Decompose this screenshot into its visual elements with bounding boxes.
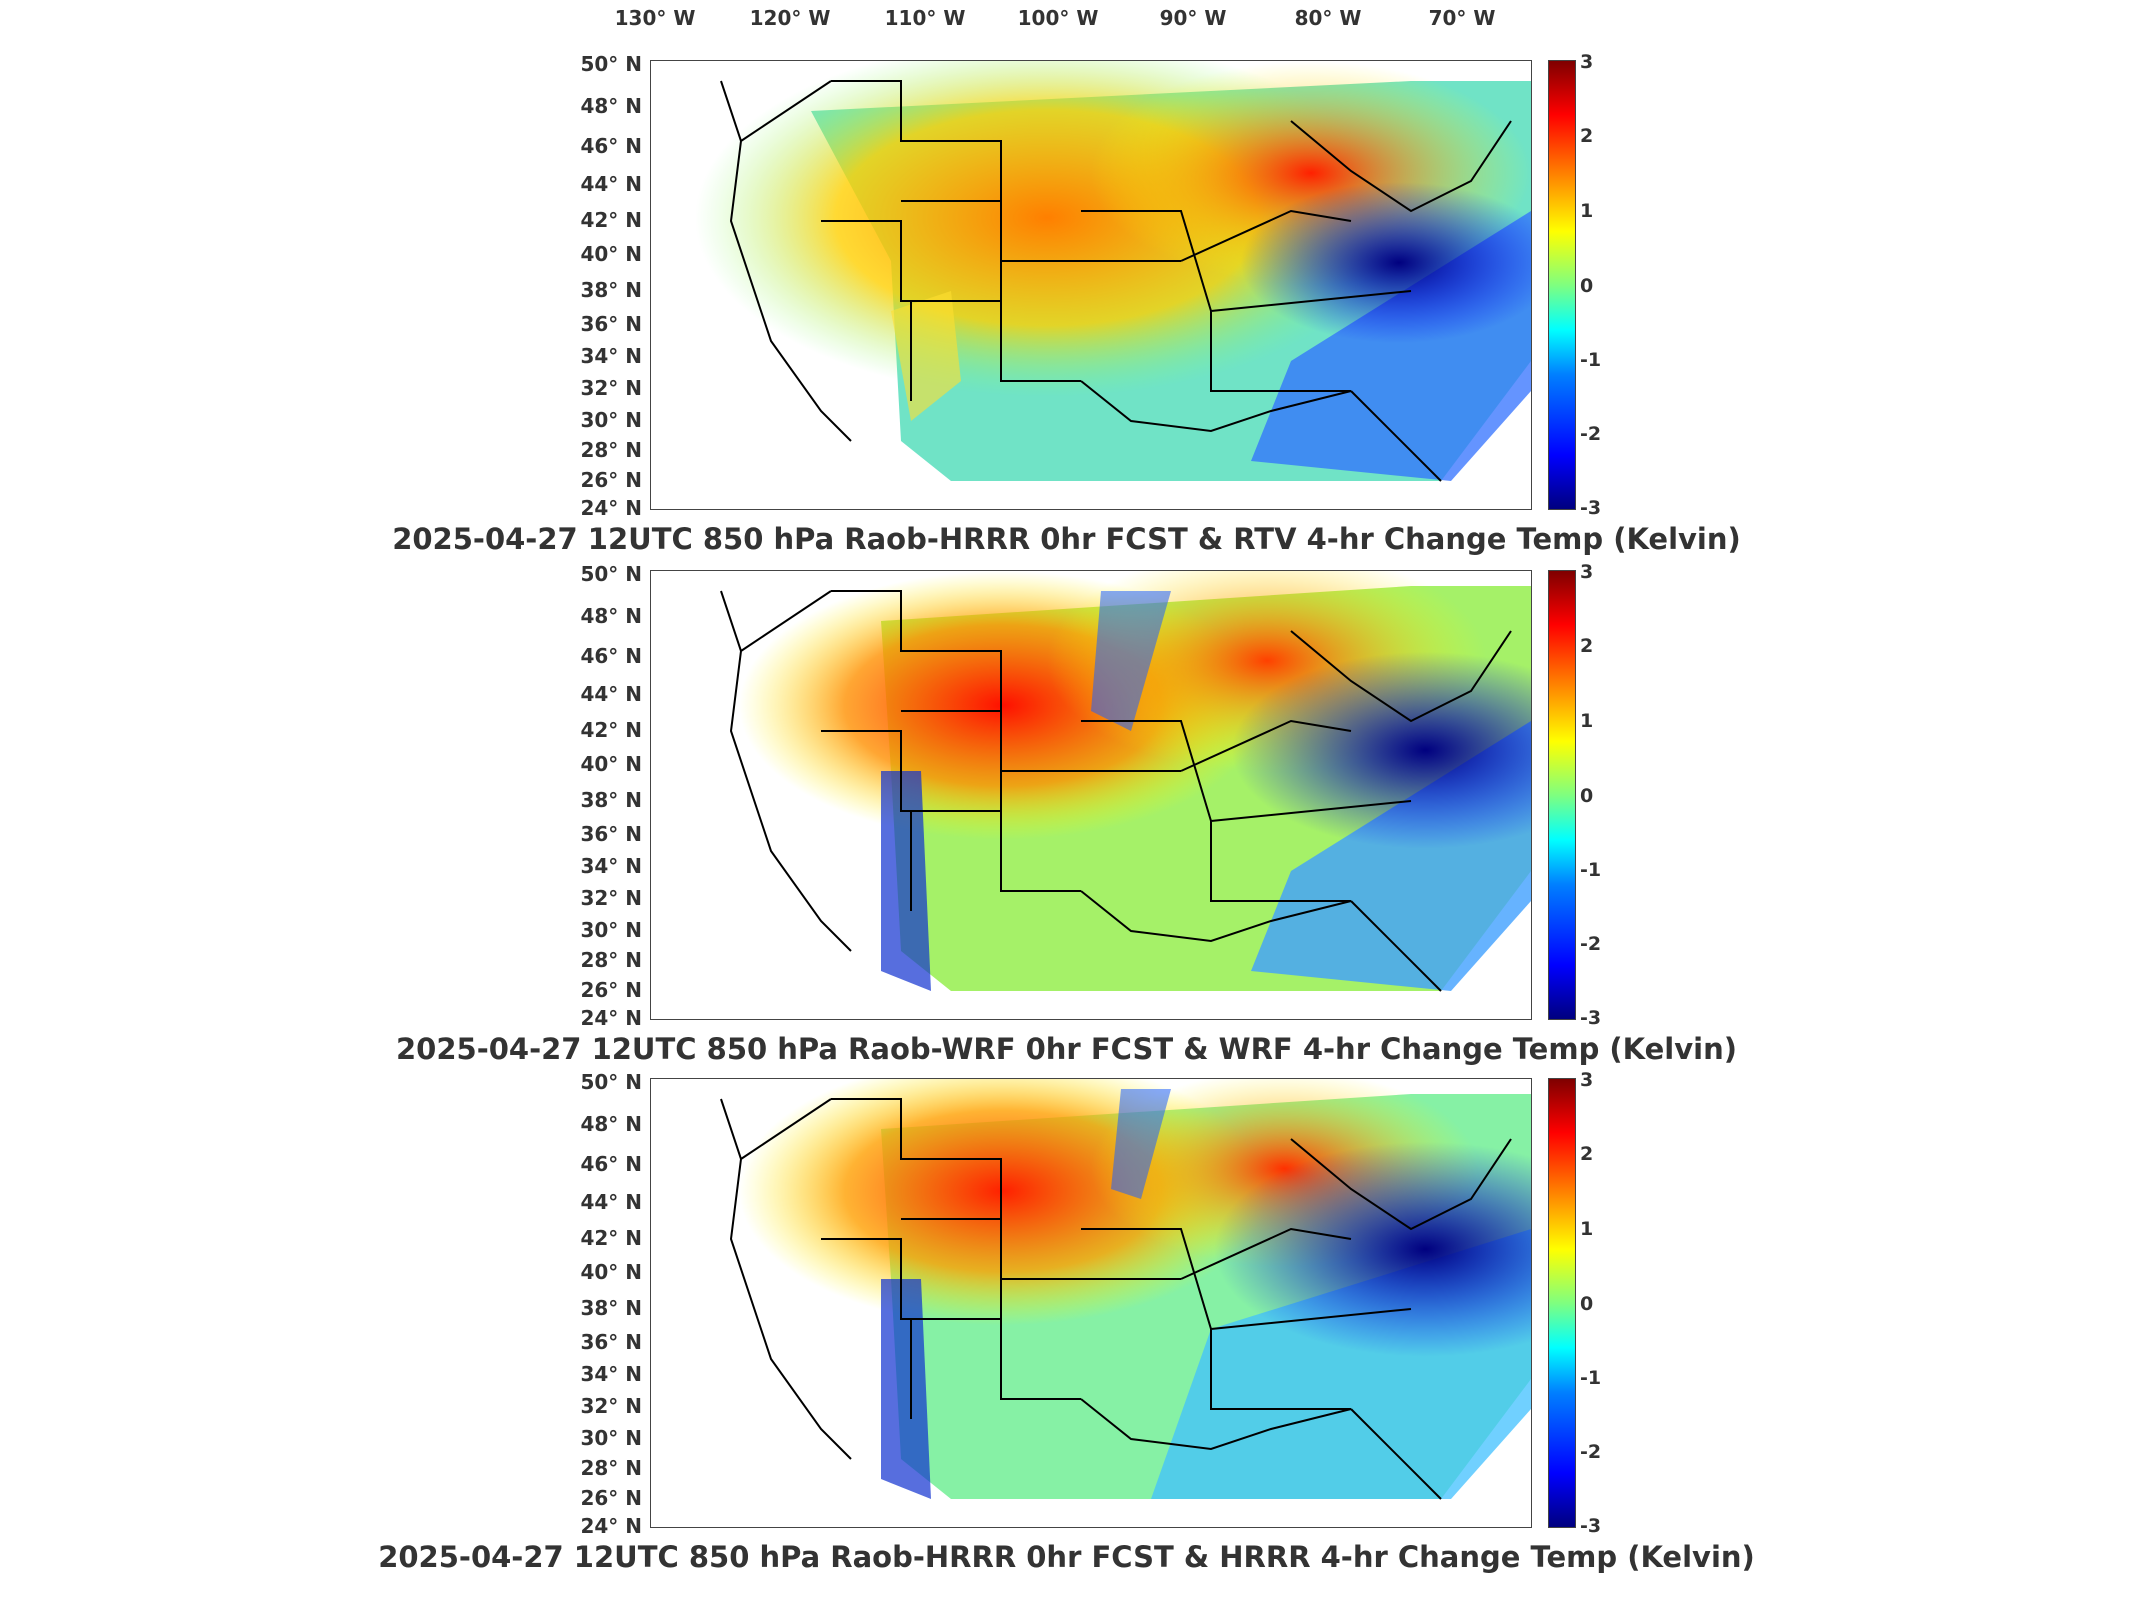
colorbar-tick: 1 (1580, 200, 1594, 222)
lon-label: 100° W (1017, 6, 1099, 30)
map-frame (650, 1078, 1532, 1528)
map-panel-rtv: 50° N 48° N 46° N 44° N 42° N 40° N 38° … (0, 51, 2133, 560)
colorbar-tick: 3 (1580, 51, 1594, 73)
colorbar-tick: 0 (1580, 275, 1594, 297)
lon-label: 120° W (749, 6, 831, 30)
colorbar-tick: -2 (1580, 1441, 1602, 1463)
panel-title: 2025-04-27 12UTC 850 hPa Raob-HRRR 0hr F… (378, 1540, 1755, 1574)
lat-label: 44° N (580, 682, 642, 706)
colorbar (1548, 1078, 1576, 1528)
lat-label: 30° N (580, 408, 642, 432)
lon-label: 110° W (884, 6, 966, 30)
colorbar-tick: -2 (1580, 423, 1602, 445)
map-frame (650, 570, 1532, 1020)
colorbar-tick: -2 (1580, 933, 1602, 955)
lat-label: 26° N (580, 978, 642, 1002)
colorbar-tick: 3 (1580, 561, 1594, 583)
colorbar-tick: 1 (1580, 1218, 1594, 1240)
colorbar-tick: 2 (1580, 1143, 1594, 1165)
lat-label: 36° N (580, 312, 642, 336)
lat-label: 48° N (580, 94, 642, 118)
lon-label: 70° W (1428, 6, 1496, 30)
lat-label: 26° N (580, 468, 642, 492)
lat-label: 24° N (580, 496, 642, 520)
lat-label: 40° N (580, 242, 642, 266)
map-panel-hrrr: 50° N 48° N 46° N 44° N 42° N 40° N 38° … (0, 1069, 2133, 1588)
lat-label: 48° N (580, 1112, 642, 1136)
lat-label: 28° N (580, 948, 642, 972)
map-frame (650, 60, 1532, 510)
field-map (651, 61, 1531, 509)
lat-label: 42° N (580, 208, 642, 232)
colorbar (1548, 570, 1576, 1020)
lat-label: 36° N (580, 822, 642, 846)
field-map (651, 1079, 1531, 1527)
colorbar-tick: -3 (1580, 1515, 1602, 1537)
field-map (651, 571, 1531, 1019)
lon-label: 130° W (614, 6, 696, 30)
lat-label: 34° N (580, 1362, 642, 1386)
lat-label: 42° N (580, 718, 642, 742)
colorbar-tick: -1 (1580, 1367, 1602, 1389)
lat-label: 30° N (580, 1426, 642, 1450)
longitude-axis: 130° W 120° W 110° W 100° W 90° W 80° W … (0, 0, 2133, 40)
lat-label: 48° N (580, 604, 642, 628)
colorbar-tick: -3 (1580, 497, 1602, 519)
lat-label: 38° N (580, 788, 642, 812)
lat-label: 36° N (580, 1330, 642, 1354)
colorbar-tick: 0 (1580, 1293, 1594, 1315)
lat-label: 24° N (580, 1006, 642, 1030)
colorbar-tick: -1 (1580, 859, 1602, 881)
colorbar-tick: -1 (1580, 349, 1602, 371)
lat-label: 28° N (580, 438, 642, 462)
lat-label: 42° N (580, 1226, 642, 1250)
lat-label: 44° N (580, 1190, 642, 1214)
colorbar-tick: -3 (1580, 1007, 1602, 1029)
lat-label: 46° N (580, 134, 642, 158)
lat-label: 50° N (580, 52, 642, 76)
lat-label: 34° N (580, 344, 642, 368)
colorbar-tick: 3 (1580, 1069, 1594, 1091)
lat-label: 40° N (580, 752, 642, 776)
colorbar-tick: 2 (1580, 125, 1594, 147)
lat-label: 32° N (580, 1394, 642, 1418)
lat-label: 30° N (580, 918, 642, 942)
colorbar (1548, 60, 1576, 510)
colorbar-tick: 1 (1580, 710, 1594, 732)
lat-label: 34° N (580, 854, 642, 878)
lat-label: 46° N (580, 644, 642, 668)
colorbar-tick: 0 (1580, 785, 1594, 807)
lat-label: 38° N (580, 1296, 642, 1320)
lat-label: 24° N (580, 1514, 642, 1538)
lat-label: 38° N (580, 278, 642, 302)
lat-label: 50° N (580, 1070, 642, 1094)
lat-label: 50° N (580, 562, 642, 586)
lat-label: 32° N (580, 886, 642, 910)
lon-label: 80° W (1294, 6, 1362, 30)
lat-label: 26° N (580, 1486, 642, 1510)
panel-title: 2025-04-27 12UTC 850 hPa Raob-WRF 0hr FC… (395, 1032, 1737, 1066)
lat-label: 40° N (580, 1260, 642, 1284)
lat-label: 28° N (580, 1456, 642, 1480)
lat-label: 44° N (580, 172, 642, 196)
lat-label: 32° N (580, 376, 642, 400)
panel-title: 2025-04-27 12UTC 850 hPa Raob-HRRR 0hr F… (392, 522, 1741, 556)
lat-label: 46° N (580, 1152, 642, 1176)
colorbar-tick: 2 (1580, 635, 1594, 657)
lon-label: 90° W (1159, 6, 1227, 30)
map-panel-wrf: 50° N 48° N 46° N 44° N 42° N 40° N 38° … (0, 561, 2133, 1070)
